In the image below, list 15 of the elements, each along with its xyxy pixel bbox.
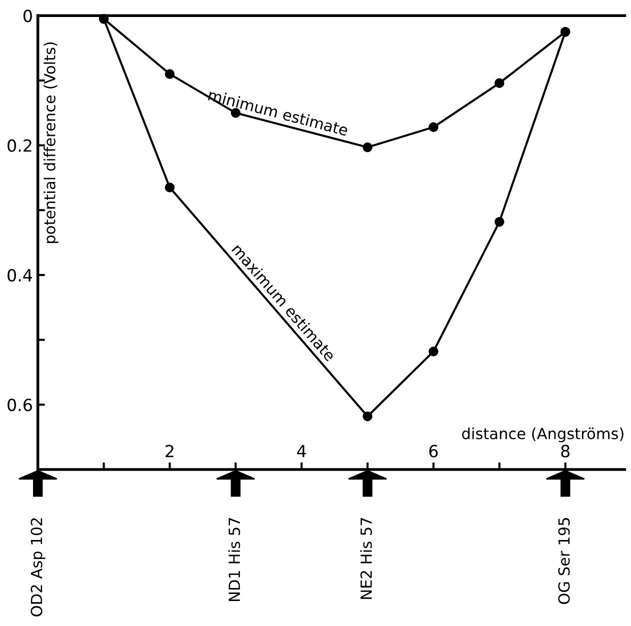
x-tick-label: 6 [429,444,438,458]
text: minimum estimate [208,88,349,136]
x-tick-label: 4 [297,445,306,458]
y-tick-label: 0.2 [8,139,32,152]
x-tick-label: 2 [166,444,174,458]
x-axis-title: distance (Angströms) [462,427,624,442]
ref-line-label: OD2 Asp 102 [30,518,46,616]
ref-line-label: OG Ser 195 [558,518,570,604]
y-tick-label: 0 [23,10,32,22]
ref-line-label: NE2 His 57 [360,518,372,599]
y-tick-label: 0.4 [8,268,32,282]
y-axis-title: potential difference (Volts) [44,42,58,243]
x-tick-label: 8 [561,444,570,458]
y-tick-label: 0.6 [8,398,32,412]
ref-line-label: ND1 His 57 [228,518,240,601]
